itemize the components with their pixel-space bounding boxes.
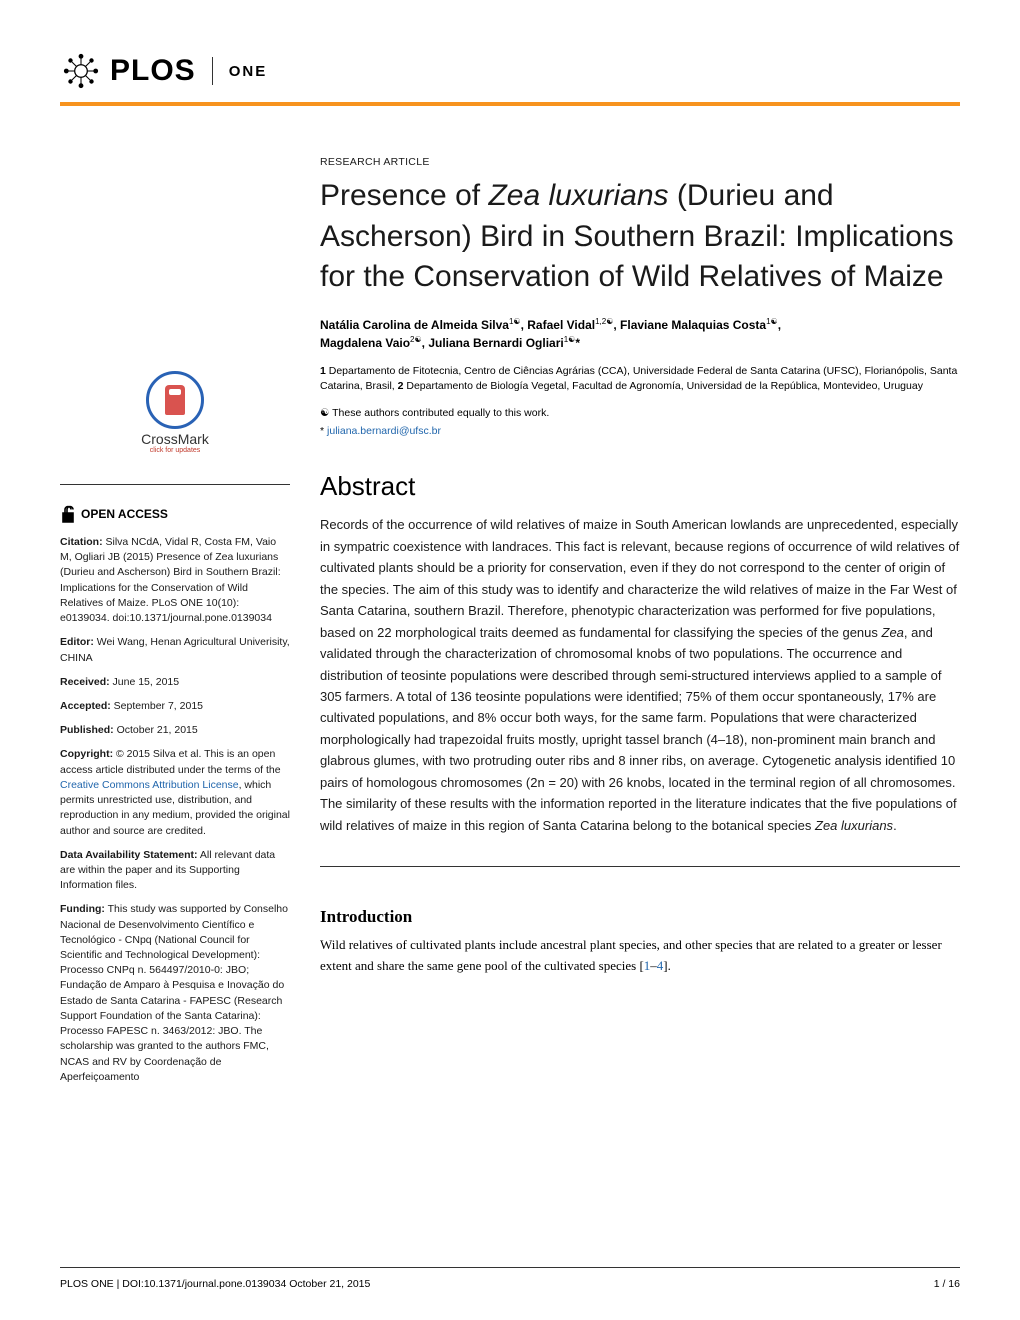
plos-icon xyxy=(60,50,102,92)
accent-bar xyxy=(60,102,960,106)
received-block: Received: June 15, 2015 xyxy=(60,675,290,690)
correspondence-email[interactable]: juliana.bernardi@ufsc.br xyxy=(327,425,441,437)
introduction-heading: Introduction xyxy=(320,907,960,927)
affiliations: 1 Departamento de Fitotecnia, Centro de … xyxy=(320,364,960,394)
plos-wordmark: PLOS xyxy=(110,54,196,88)
license-link[interactable]: Creative Commons Attribution License xyxy=(60,779,239,791)
logo-divider xyxy=(212,57,213,85)
open-access-badge: OPEN ACCESS xyxy=(60,505,290,523)
editor-block: Editor: Wei Wang, Henan Agricultural Uni… xyxy=(60,635,290,665)
article-title: Presence of Zea luxurians (Durieu and As… xyxy=(320,176,960,298)
funding-block: Funding: This study was supported by Con… xyxy=(60,902,290,1085)
plos-logo: PLOS ONE xyxy=(60,50,267,92)
journal-header: PLOS ONE xyxy=(60,50,960,92)
contribution-note: ☯ These authors contributed equally to t… xyxy=(320,406,960,422)
crossmark-icon xyxy=(146,371,204,429)
footer-doi: PLOS ONE | DOI:10.1371/journal.pone.0139… xyxy=(60,1278,370,1290)
page-footer: PLOS ONE | DOI:10.1371/journal.pone.0139… xyxy=(60,1267,960,1290)
sidebar-divider xyxy=(60,484,290,485)
open-access-label: OPEN ACCESS xyxy=(81,507,168,521)
article-type: RESEARCH ARTICLE xyxy=(320,156,960,168)
main-column: RESEARCH ARTICLE Presence of Zea luxuria… xyxy=(320,156,960,1094)
data-availability-block: Data Availability Statement: All relevan… xyxy=(60,848,290,894)
page-content: CrossMark click for updates OPEN ACCESS … xyxy=(60,156,960,1094)
correspondence: * juliana.bernardi@ufsc.br xyxy=(320,424,960,440)
crossmark-label: CrossMark xyxy=(60,431,290,447)
author-list: Natália Carolina de Almeida Silva1☯, Raf… xyxy=(320,316,960,352)
journal-name: ONE xyxy=(229,63,268,80)
abstract-body: Records of the occurrence of wild relati… xyxy=(320,514,960,836)
citation-block: Citation: Silva NCdA, Vidal R, Costa FM,… xyxy=(60,535,290,626)
published-block: Published: October 21, 2015 xyxy=(60,723,290,738)
crossmark-badge[interactable]: CrossMark click for updates xyxy=(60,371,290,454)
section-divider xyxy=(320,866,960,867)
sidebar: CrossMark click for updates OPEN ACCESS … xyxy=(60,156,290,1094)
introduction-body: Wild relatives of cultivated plants incl… xyxy=(320,935,960,977)
abstract-heading: Abstract xyxy=(320,471,960,502)
copyright-block: Copyright: © 2015 Silva et al. This is a… xyxy=(60,747,290,838)
page-number: 1 / 16 xyxy=(934,1278,960,1290)
crossmark-subtitle: click for updates xyxy=(60,447,290,454)
accepted-block: Accepted: September 7, 2015 xyxy=(60,699,290,714)
open-lock-icon xyxy=(60,505,76,523)
